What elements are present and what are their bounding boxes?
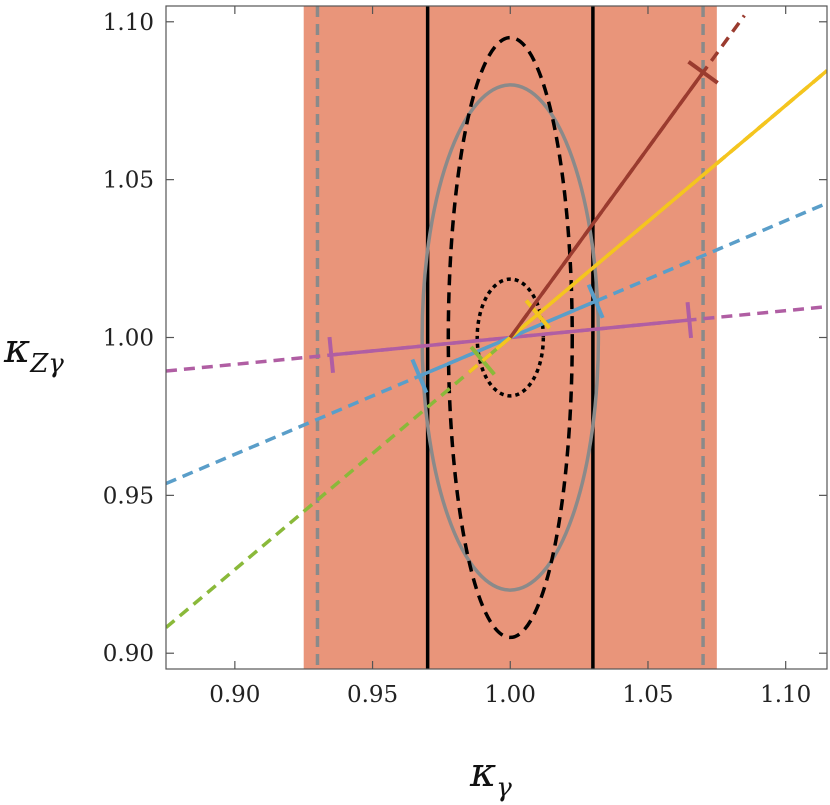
series-marker [410,358,429,394]
contour-ellipse [475,277,546,398]
y-axis-label: κZγ [3,326,64,379]
x-tick-label: 1.10 [760,682,811,708]
series-solid-line [500,69,827,346]
series-marker [687,60,719,85]
axis-ticks: 0.90 0.95 1.00 1.05 1.10 0.90 0.95 1.00 1.05 1.10 [103,6,827,708]
x-tick-label: 1.05 [622,682,673,708]
contour-ellipse [446,35,574,640]
y-tick-label: 1.05 [103,168,154,194]
series-marker [586,283,605,319]
y-tick-label: 1.10 [103,10,154,36]
y-tick-label: 0.95 [103,483,154,509]
x-tick-label: 0.95 [347,682,398,708]
series-marker [524,299,551,330]
x-tick-label: 1.00 [485,682,536,708]
contour-ellipse [420,83,601,592]
y-tick-label: 1.00 [103,326,154,352]
x-tick-label: 0.90 [209,682,260,708]
series-marker [327,336,335,374]
series-marker [685,301,694,339]
series-dashed-line [166,201,827,486]
y-tick-label: 0.90 [103,641,154,667]
series-solid-line [508,71,705,339]
plot-area [166,6,827,669]
x-axis-label: κγ [469,750,512,803]
